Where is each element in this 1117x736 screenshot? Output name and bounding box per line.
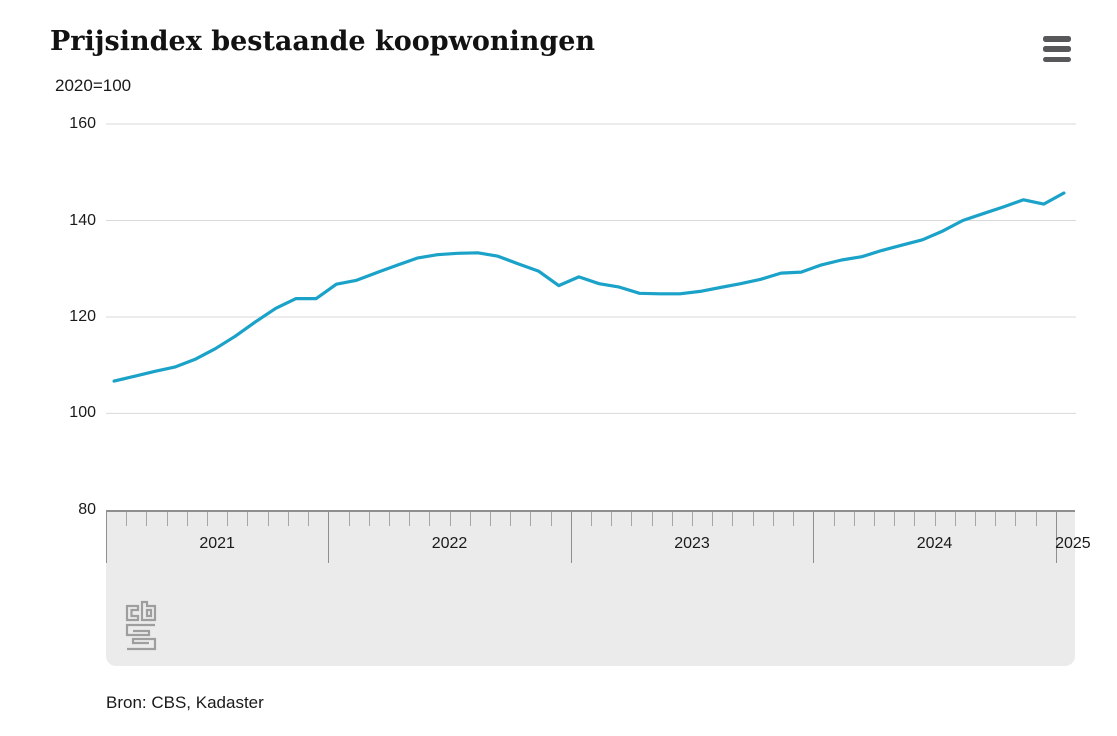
x-axis-year-label: 2021 <box>199 535 235 552</box>
source-text: Bron: CBS, Kadaster <box>106 693 264 712</box>
month-tick <box>267 512 269 526</box>
year-tick <box>813 512 815 563</box>
month-tick <box>368 512 370 526</box>
month-tick <box>227 512 229 526</box>
month-tick <box>692 512 694 526</box>
month-tick <box>1035 512 1037 526</box>
month-tick <box>833 512 835 526</box>
month-tick <box>510 512 512 526</box>
month-tick <box>186 512 188 526</box>
month-tick <box>793 512 795 526</box>
year-tick <box>570 512 572 563</box>
month-tick <box>388 512 390 526</box>
year-tick <box>106 512 107 563</box>
y-axis-tick-label: 120 <box>69 307 96 325</box>
y-axis-tick-label: 140 <box>69 211 96 229</box>
month-tick <box>449 512 451 526</box>
month-tick <box>429 512 431 526</box>
month-tick <box>207 512 209 526</box>
month-tick <box>530 512 532 526</box>
month-tick <box>631 512 633 526</box>
month-tick <box>853 512 855 526</box>
month-tick <box>712 512 714 526</box>
month-tick <box>894 512 896 526</box>
month-tick <box>1015 512 1017 526</box>
y-axis-tick-label: 160 <box>69 115 96 133</box>
page-title: Prijsindex bestaande koopwoningen <box>50 26 596 57</box>
month-tick <box>772 512 774 526</box>
x-axis-year-label: 2024 <box>916 535 953 552</box>
month-tick <box>247 512 249 526</box>
month-tick <box>348 512 350 526</box>
month-tick <box>752 512 754 526</box>
chart-subtitle: 2020=100 <box>55 76 132 95</box>
month-tick <box>954 512 956 526</box>
month-tick <box>671 512 673 526</box>
hamburger-menu-icon <box>1043 36 1071 42</box>
month-tick <box>914 512 916 526</box>
cbs-logo <box>125 600 157 651</box>
x-axis-year-label: 2023 <box>674 535 710 552</box>
month-tick <box>732 512 734 526</box>
month-tick <box>974 512 976 526</box>
month-tick <box>611 512 613 526</box>
hamburger-menu-icon <box>1043 46 1071 52</box>
month-tick <box>469 512 471 526</box>
month-tick <box>146 512 148 526</box>
x-axis-year-label: 2025 <box>1055 535 1091 552</box>
hamburger-menu-icon <box>1043 56 1071 62</box>
month-tick <box>550 512 552 526</box>
y-axis-tick-label: 100 <box>69 404 96 422</box>
x-axis-band: 2021 2022 2023 2024 2025 <box>106 510 1091 666</box>
month-tick <box>126 512 128 526</box>
month-tick <box>489 512 491 526</box>
month-tick <box>651 512 653 526</box>
month-tick <box>287 512 289 526</box>
month-tick <box>308 512 310 526</box>
month-tick <box>591 512 592 526</box>
month-tick <box>166 512 168 526</box>
year-tick <box>1055 512 1057 563</box>
y-axis-tick-label: 80 <box>78 500 96 518</box>
year-tick <box>328 512 330 563</box>
hamburger-menu-button[interactable] <box>1041 34 1073 64</box>
month-tick <box>995 512 997 526</box>
month-tick <box>873 512 875 526</box>
month-tick <box>409 512 411 526</box>
price-index-line <box>112 191 1066 383</box>
x-axis-year-label: 2022 <box>431 535 468 552</box>
month-tick <box>934 512 936 526</box>
